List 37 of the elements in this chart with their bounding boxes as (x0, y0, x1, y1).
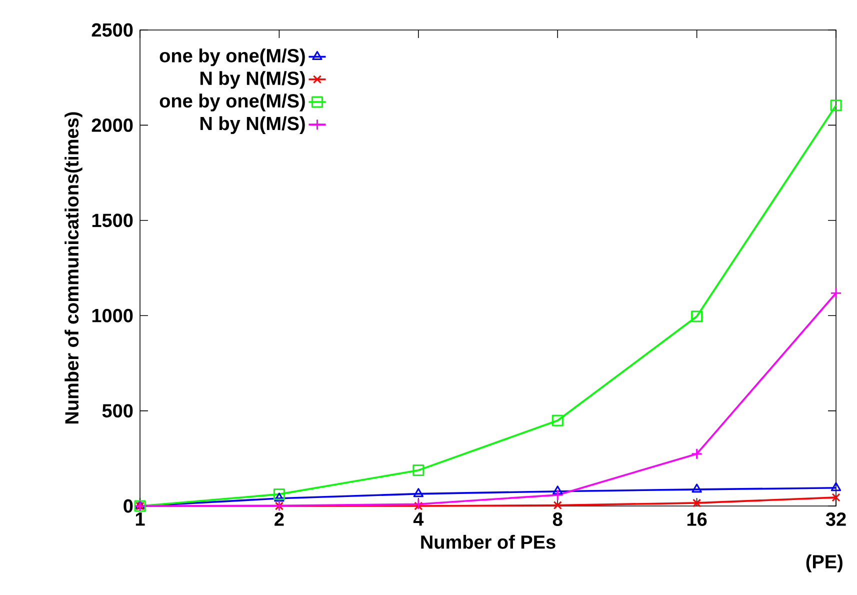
x-tick-label: 8 (552, 512, 562, 526)
point (552, 489, 564, 501)
y-tick-label: 0 (124, 499, 133, 513)
legend-label: N by N(M/S) (200, 71, 305, 89)
x-tick-label: 2 (274, 512, 284, 526)
x-tick-label: 1 (136, 512, 145, 526)
point (552, 486, 563, 495)
legend-label: one by one(M/S) (160, 48, 305, 66)
point (552, 414, 564, 426)
point (553, 500, 562, 510)
point (273, 488, 285, 500)
point (412, 464, 424, 476)
text: (PE) (806, 554, 842, 572)
y-tick-label: 500 (102, 404, 133, 418)
point (412, 498, 424, 510)
point (413, 488, 424, 498)
y-axis-title: Number of communications(times) (64, 112, 82, 424)
point (830, 100, 842, 112)
y-tick-label: 1000 (92, 308, 133, 322)
x-tick-label: 4 (413, 512, 424, 526)
point (692, 484, 702, 493)
point (692, 498, 702, 508)
x-tick-label: 16 (687, 512, 707, 526)
y-tick-label: 2000 (92, 118, 133, 132)
point (691, 448, 703, 460)
x-tick-label: 32 (826, 512, 846, 526)
y-tick-label: 1500 (92, 214, 133, 228)
point (274, 492, 284, 502)
point (832, 493, 840, 502)
point (414, 502, 423, 510)
x-axis-title: Number of PEs (421, 534, 556, 549)
point (691, 310, 703, 322)
point (830, 482, 842, 492)
y-tick-label: 2500 (92, 23, 133, 37)
legend-label: N by N(M/S) (200, 116, 305, 134)
point (830, 287, 842, 299)
legend-label: one by one(M/S) (160, 94, 305, 112)
